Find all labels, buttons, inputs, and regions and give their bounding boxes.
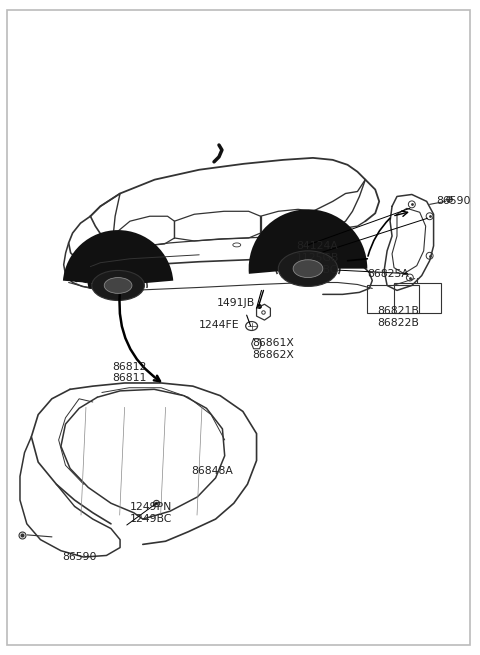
Bar: [367, 286, 419, 313]
Text: 1244FE: 1244FE: [199, 320, 240, 330]
Text: 86590: 86590: [436, 196, 471, 206]
Ellipse shape: [104, 278, 132, 293]
Text: 86821B: 86821B: [377, 307, 419, 316]
Text: 86862X: 86862X: [252, 350, 294, 360]
Bar: [394, 284, 442, 313]
Text: 1249BC: 1249BC: [296, 265, 338, 274]
Text: 86848A: 86848A: [191, 466, 233, 476]
Text: 1491JB: 1491JB: [217, 298, 255, 309]
Text: 84124A: 84124A: [296, 241, 338, 251]
Ellipse shape: [278, 251, 337, 286]
Wedge shape: [249, 210, 367, 274]
Text: 86825A: 86825A: [367, 269, 409, 278]
Text: 1125GB: 1125GB: [296, 253, 339, 263]
Text: 86812: 86812: [112, 362, 146, 371]
Wedge shape: [63, 230, 173, 286]
Text: 86822B: 86822B: [377, 318, 419, 328]
Text: 86861X: 86861X: [252, 338, 294, 348]
Ellipse shape: [92, 271, 144, 301]
Text: 86590: 86590: [63, 552, 97, 561]
Ellipse shape: [293, 260, 323, 278]
Text: 1249PN: 1249PN: [130, 502, 172, 512]
Text: 86811: 86811: [112, 373, 146, 383]
Text: 1249BC: 1249BC: [130, 514, 172, 524]
